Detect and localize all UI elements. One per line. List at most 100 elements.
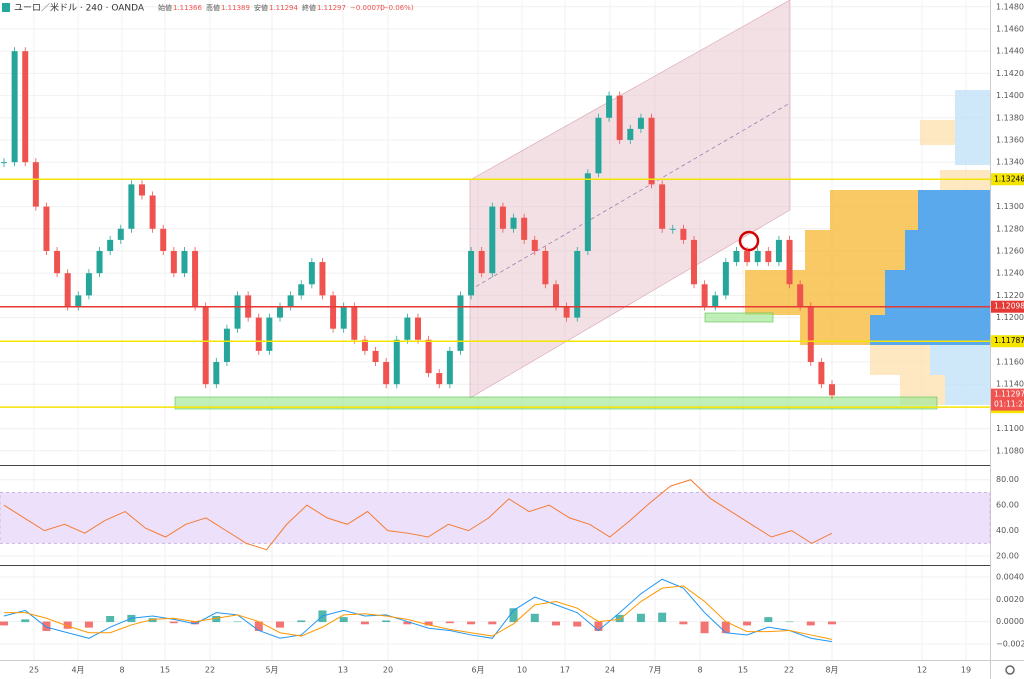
candle: [96, 250, 103, 274]
x-tick-label: 8: [119, 666, 124, 675]
channel: [469, 0, 791, 399]
candle: [75, 295, 82, 307]
candle: [170, 250, 177, 274]
symbol-icon: [2, 3, 10, 12]
y-tick-label: 20.00: [996, 552, 1019, 561]
macd-histogram: [573, 621, 582, 627]
macd-histogram: [191, 621, 200, 625]
candle: [648, 117, 655, 185]
macd-histogram: [467, 621, 476, 625]
x-tick-label: 20: [383, 666, 393, 675]
candle: [181, 250, 188, 274]
y-tick-label: 40.00: [996, 526, 1019, 535]
candle: [829, 384, 835, 396]
candle: [584, 173, 591, 251]
macd-histogram: [84, 621, 93, 628]
y-tick-label: 1.12400: [996, 269, 1024, 278]
candle: [563, 306, 570, 318]
price-tag-label: 1.12098: [994, 302, 1024, 311]
last-price-tag: [991, 388, 1024, 411]
candle: [1, 162, 7, 164]
candle: [415, 317, 421, 340]
candle: [627, 128, 634, 140]
y-tick-label: 1.11600: [996, 357, 1024, 366]
candle: [85, 273, 92, 296]
macd-histogram: [339, 617, 348, 623]
candle: [457, 295, 464, 351]
countdown: 01:11:23: [994, 400, 1024, 409]
candle: [11, 51, 18, 163]
y-tick-label: 1.14000: [996, 91, 1024, 100]
y-tick-label: 60.00: [996, 501, 1019, 510]
candle: [351, 306, 358, 340]
macd-histogram: [254, 621, 263, 631]
candle: [383, 361, 390, 385]
macd-histogram: [679, 621, 688, 625]
macd-histogram: [42, 621, 51, 631]
macd-histogram: [276, 621, 284, 628]
candle: [637, 117, 644, 129]
support-zone: [174, 396, 938, 410]
y-tick-label: 1.12600: [996, 246, 1024, 255]
y-tick-label: 1.14600: [996, 24, 1024, 33]
rsi-band: [0, 491, 991, 544]
ohlc-label: 終値: [302, 3, 316, 12]
macd-histogram: [360, 621, 369, 625]
candle: [499, 206, 506, 229]
candle: [606, 95, 613, 118]
support-zone: [704, 312, 774, 323]
candle: [128, 184, 135, 229]
x-tick-label: 12: [917, 666, 927, 675]
x-tick-label: 19: [961, 666, 971, 675]
macd-histogram: [785, 621, 794, 623]
candle: [775, 239, 782, 263]
macd-histogram: [615, 614, 624, 623]
macd-histogram: [445, 621, 454, 624]
candle: [616, 95, 623, 140]
x-tick-label: 6月: [471, 666, 484, 675]
price-tag: [991, 173, 1024, 186]
candle: [701, 284, 708, 307]
gear-icon[interactable]: [1005, 665, 1015, 675]
ohlc-label: 安値: [254, 3, 268, 12]
rsi-line: [3, 479, 833, 551]
symbol[interactable]: ユーロ／米ドル · 240 · OANDA: [14, 2, 145, 14]
candle: [340, 306, 347, 329]
macd-histogram: [552, 621, 560, 626]
y-tick-label: 1.12000: [996, 313, 1024, 322]
candle: [478, 250, 485, 274]
price-tag: [991, 300, 1024, 313]
x-tick-label: 22: [784, 666, 794, 675]
candle: [425, 339, 432, 374]
macd-histogram: [658, 612, 667, 623]
macd-histogram: [148, 618, 157, 623]
candle: [32, 162, 39, 207]
price-tag-label: 1.11787: [994, 336, 1024, 345]
ohlc-value: 1.11294: [269, 4, 298, 12]
macd-histogram: [530, 613, 539, 623]
candle: [521, 217, 528, 240]
candle: [722, 262, 729, 296]
ohlc-value: 1.11389: [221, 4, 250, 12]
candle: [553, 284, 559, 307]
x-tick-label: 24: [605, 666, 615, 675]
x-tick-label: 5月: [265, 666, 278, 675]
y-tick-label: 1.14400: [996, 47, 1024, 56]
candle: [22, 51, 29, 163]
candle: [117, 228, 124, 240]
candle: [266, 317, 273, 351]
channel-mid: [469, 102, 791, 291]
change: −0.00070: [350, 4, 385, 12]
ohlc-value: 1.11297: [317, 4, 346, 12]
candle: [468, 250, 475, 296]
candle: [202, 306, 209, 385]
candle: [531, 239, 538, 251]
y-tick-label: 1.14800: [996, 2, 1024, 11]
macd-histogram: [636, 613, 645, 623]
candle: [107, 239, 114, 251]
x-tick-label: 4月: [71, 666, 84, 675]
